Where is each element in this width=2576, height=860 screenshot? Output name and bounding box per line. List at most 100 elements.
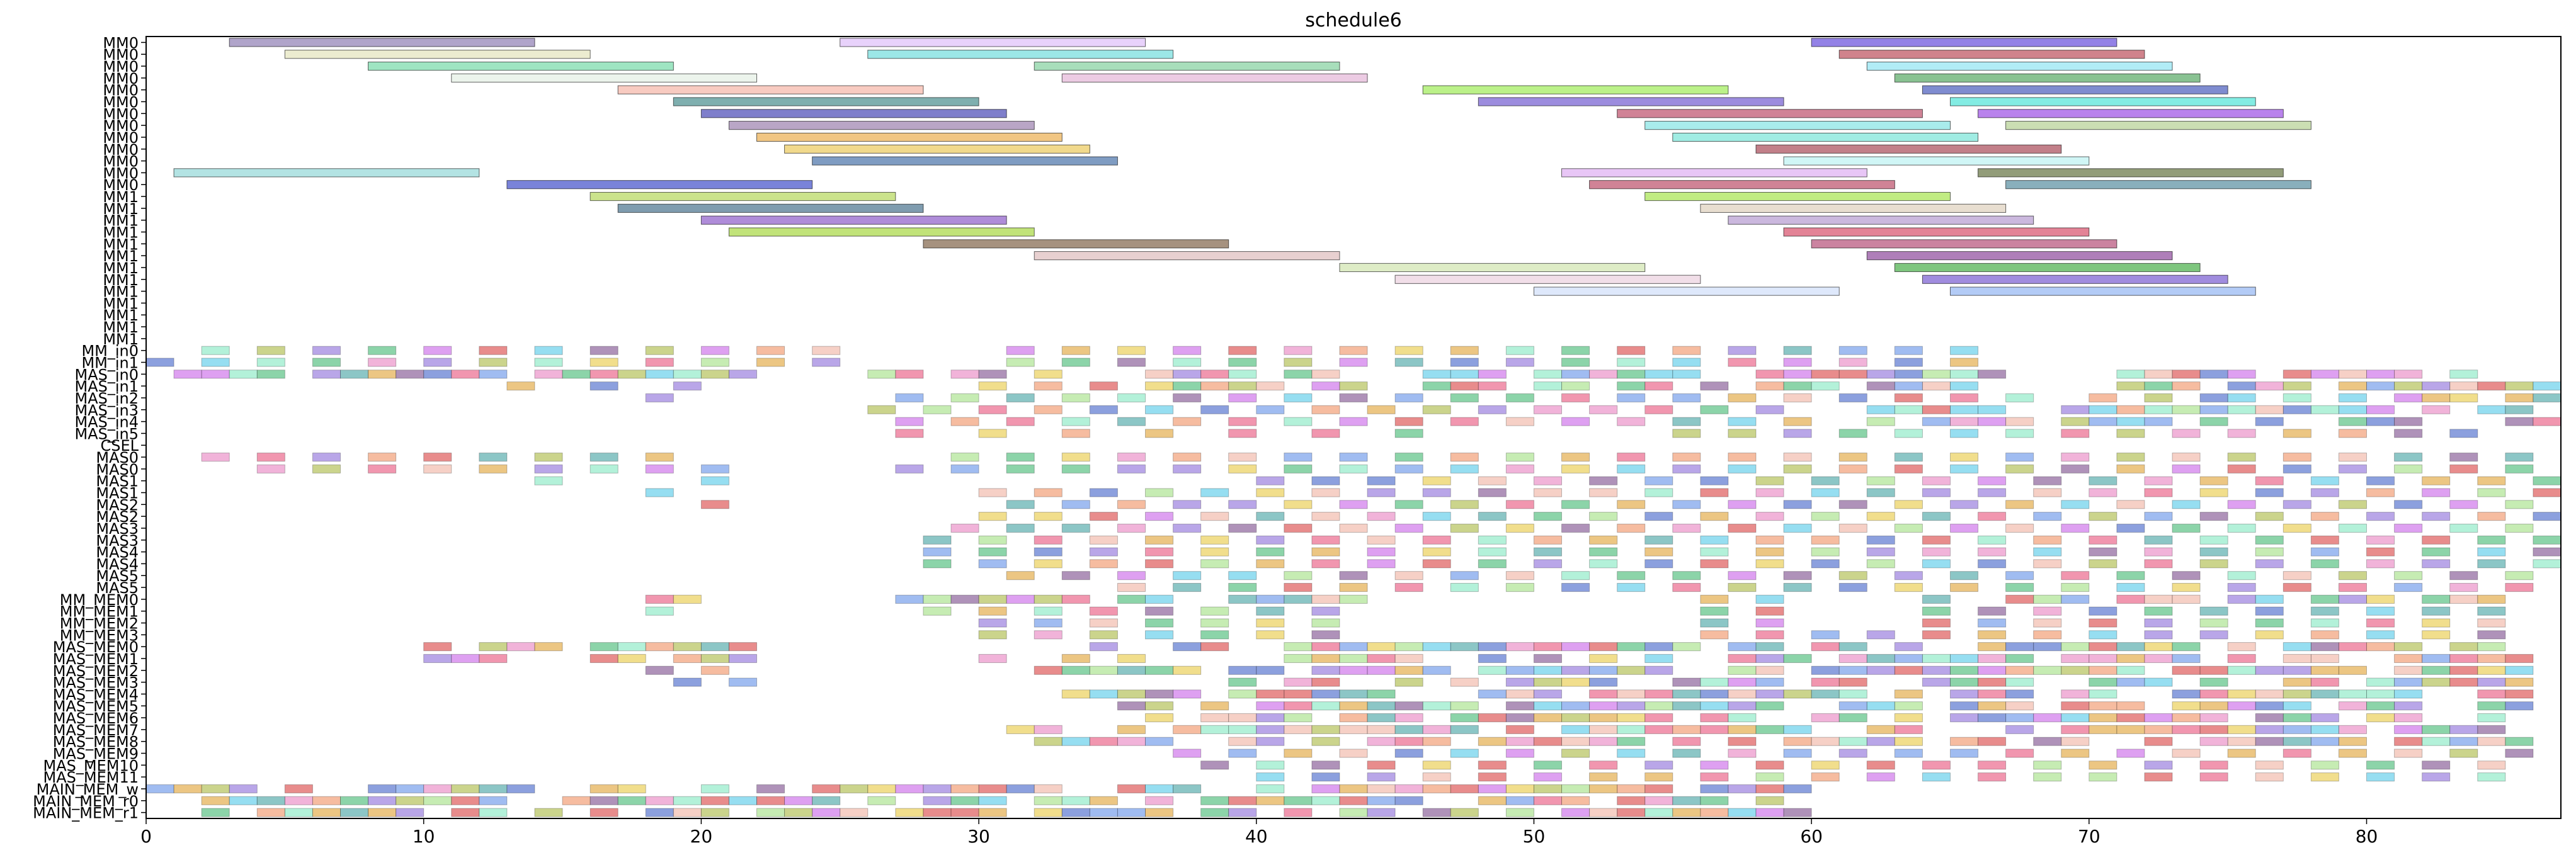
- task-bar: [2227, 429, 2256, 438]
- task-bar: [2061, 523, 2090, 533]
- task-bar: [2089, 761, 2117, 770]
- task-bar: [1450, 582, 1479, 592]
- task-bar: [1978, 370, 2007, 379]
- task-bar: [950, 452, 979, 462]
- task-bar: [1173, 689, 1202, 699]
- task-bar: [2089, 606, 2117, 616]
- task-bar: [2227, 405, 2256, 414]
- task-bar: [1949, 665, 1979, 675]
- task-bar: [590, 784, 618, 794]
- task-bar: [1978, 772, 2007, 782]
- task-bar: [1672, 393, 1701, 403]
- task-bar: [2227, 382, 2256, 391]
- task-bar: [950, 370, 979, 379]
- task-bar: [1922, 665, 1951, 675]
- task-bar: [145, 784, 174, 794]
- task-bar: [1978, 701, 2007, 711]
- task-bar: [2422, 382, 2451, 391]
- task-bar: [1505, 808, 1534, 817]
- task-bar: [1978, 737, 2007, 746]
- task-bar: [2505, 689, 2534, 699]
- task-bar: [1728, 737, 1757, 746]
- task-bar: [1367, 547, 1396, 557]
- task-bar: [1561, 346, 1590, 355]
- task-bar: [1617, 346, 1646, 355]
- task-bar: [2338, 582, 2368, 592]
- task-bar: [2033, 665, 2062, 675]
- task-bar: [2033, 547, 2062, 557]
- task-bar: [1838, 713, 1867, 723]
- task-bar: [1339, 523, 1368, 533]
- task-bar: [1089, 689, 1118, 699]
- task-bar: [2310, 761, 2339, 770]
- task-bar: [2061, 689, 2090, 699]
- task-bar: [1755, 559, 1784, 569]
- task-bar: [2449, 571, 2478, 580]
- task-bar: [1728, 808, 1757, 817]
- task-bar: [728, 653, 758, 664]
- task-bar: [812, 346, 841, 355]
- task-bar: [423, 464, 452, 473]
- task-bar: [1978, 512, 2007, 521]
- task-bar: [2477, 547, 2506, 557]
- task-bar: [201, 808, 230, 817]
- task-bar: [2144, 417, 2173, 426]
- task-bar: [1200, 642, 1229, 652]
- task-bar: [1394, 274, 1701, 284]
- task-bar: [2533, 382, 2562, 391]
- task-bar: [1700, 203, 2007, 213]
- task-bar: [2282, 393, 2311, 403]
- task-bar: [2366, 689, 2395, 699]
- task-bar: [1589, 761, 1618, 770]
- task-bar: [673, 594, 702, 604]
- task-bar: [1533, 772, 1563, 782]
- task-bar: [1117, 653, 1146, 664]
- task-bar: [2310, 772, 2339, 782]
- task-bar: [1866, 701, 1895, 711]
- task-bar: [1200, 606, 1229, 616]
- task-bar: [1144, 630, 1174, 640]
- task-bar: [1394, 642, 1423, 652]
- task-bar: [1561, 571, 1590, 580]
- task-bar: [1589, 772, 1618, 782]
- task-bar: [2116, 594, 2145, 604]
- task-bar: [534, 476, 563, 485]
- task-bar: [1478, 713, 1507, 723]
- task-bar: [1755, 642, 1784, 652]
- y-tick-label: MAS_in3: [74, 402, 139, 419]
- task-bar: [368, 346, 397, 355]
- task-bar: [2172, 500, 2201, 509]
- task-bar: [1783, 227, 2090, 237]
- task-bar: [1783, 808, 1812, 817]
- task-bar: [2033, 737, 2062, 746]
- task-bar: [1755, 144, 2062, 154]
- task-bar: [1949, 571, 1979, 580]
- y-tick-label: MAS_in0: [74, 366, 139, 383]
- task-bar: [590, 452, 618, 462]
- task-bar: [1284, 653, 1313, 664]
- task-bar: [2089, 701, 2117, 711]
- task-bar: [173, 784, 202, 794]
- task-bar: [1755, 677, 1784, 687]
- task-bar: [2366, 535, 2395, 545]
- task-bar: [1228, 417, 1257, 426]
- task-bar: [2116, 452, 2145, 462]
- task-bar: [229, 796, 258, 805]
- task-bar: [1505, 393, 1534, 403]
- task-bar: [2089, 512, 2117, 521]
- task-bar: [2282, 382, 2311, 391]
- task-bar: [2282, 500, 2311, 509]
- task-bar: [1339, 642, 1368, 652]
- task-bar: [2394, 701, 2423, 711]
- task-bar: [1700, 630, 1729, 640]
- task-bar: [1755, 701, 1784, 711]
- task-bar: [1339, 665, 1368, 675]
- task-bar: [617, 370, 646, 379]
- task-bar: [1505, 464, 1534, 473]
- y-tick-label: MM0: [103, 129, 139, 147]
- task-bar: [2144, 772, 2173, 782]
- task-bar: [978, 594, 1007, 604]
- task-bar: [1949, 393, 1979, 403]
- task-bar: [2533, 535, 2562, 545]
- task-bar: [2394, 582, 2423, 592]
